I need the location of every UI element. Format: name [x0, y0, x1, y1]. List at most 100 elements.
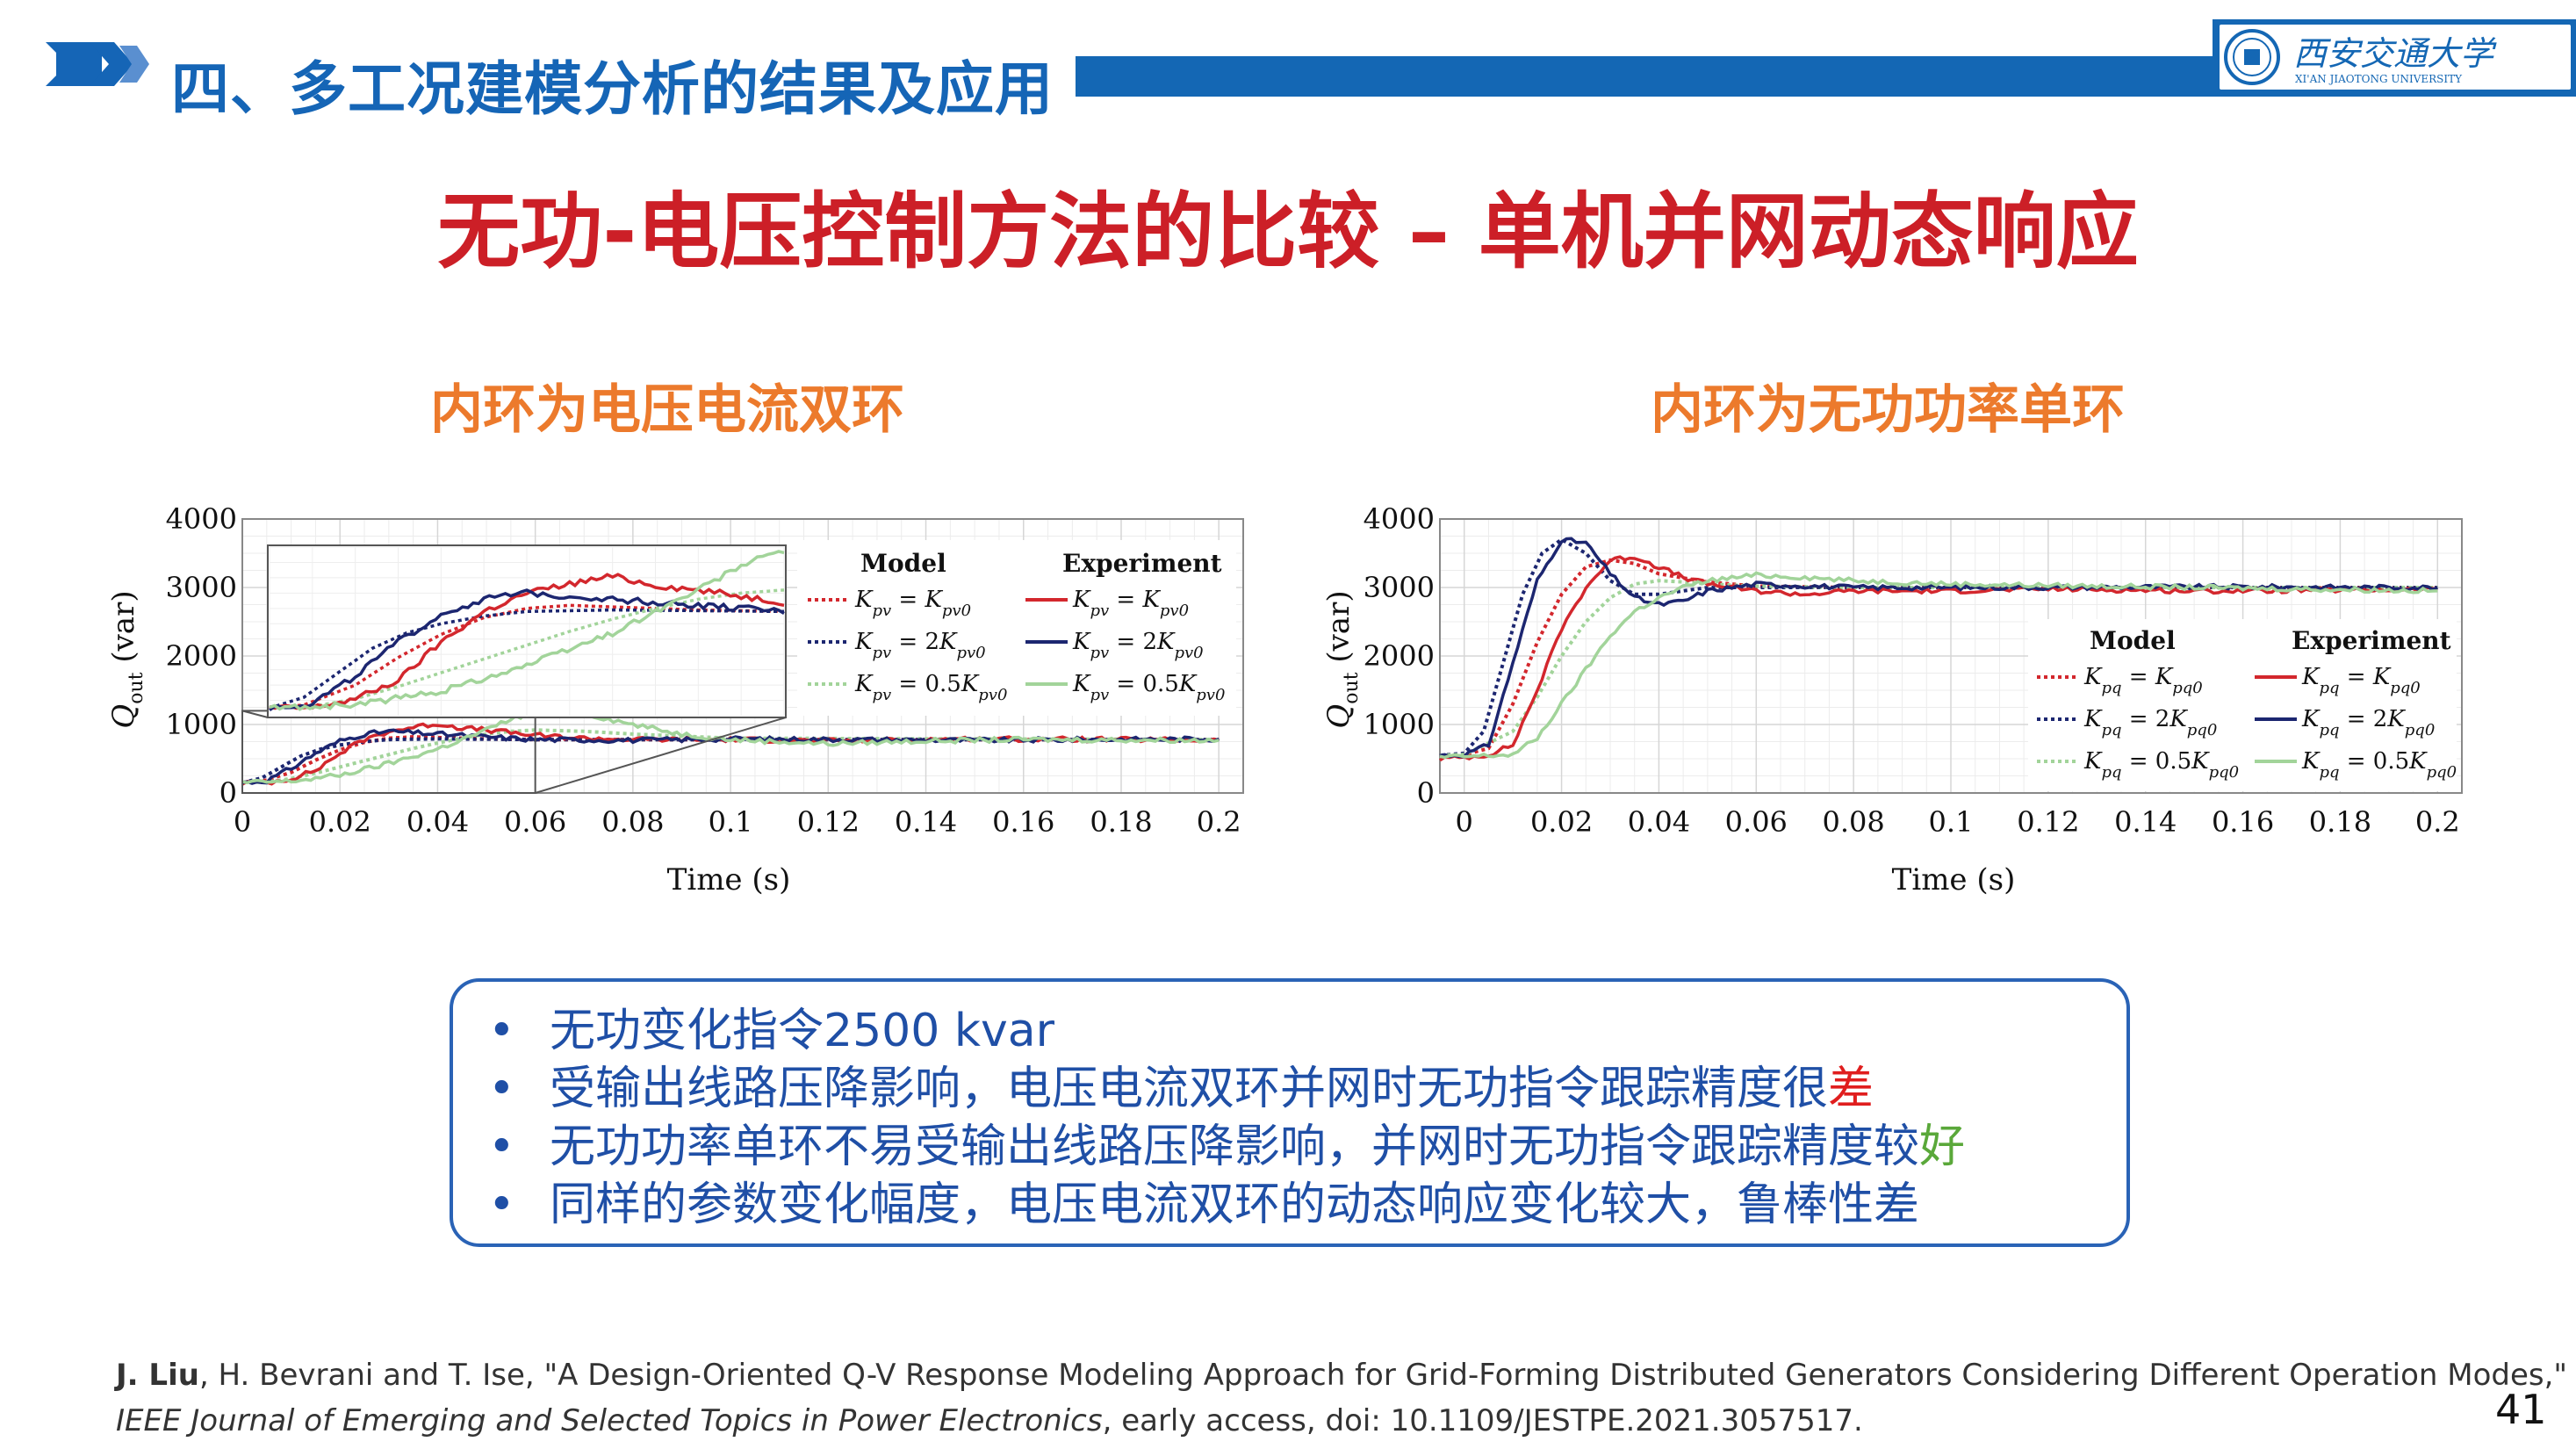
axis-ticks: 0 0.02 0.04 0.06 0.08 0.1 0.12 0.14 0.16 0.18 0.2 0…	[1364, 505, 2460, 839]
x-tick-label: 0.2	[2415, 805, 2460, 839]
legend-label: Kpv = 2Kpv0	[1072, 629, 1204, 662]
x-tick-label: 0	[234, 805, 251, 839]
legend-label: Kpv = Kpv0	[854, 587, 971, 620]
note-text: 受输出线路压降影响，电压电流双环并网时无功指令跟踪精度很	[550, 1063, 1829, 1115]
x-tick-label: 0.06	[1725, 805, 1788, 839]
x-tick-label: 0.02	[309, 805, 371, 839]
x-tick-label: 0.08	[601, 805, 664, 839]
legend: Model Experiment Kpq = Kpq0 Kpq = Kpq0 Kpq =…	[2028, 619, 2457, 791]
x-tick-label: 0.1	[1929, 805, 1974, 839]
y-tick-label: 3000	[166, 571, 237, 604]
y-tick-label: 4000	[1364, 505, 1435, 536]
series-line-experiment-green	[1439, 571, 2438, 760]
note-text: 无功变化指令2500 kvar	[550, 1005, 1054, 1057]
y-tick-label: 2000	[1364, 639, 1435, 673]
x-tick-label: 0.16	[992, 805, 1054, 839]
university-seal-icon: 西安交通大学 XI'AN JIAOTONG UNIVERSITY	[2224, 29, 2497, 85]
y-tick-label: 0	[219, 776, 237, 810]
series-line-model-red	[241, 734, 1220, 785]
x-tick-label: 0	[1456, 805, 1473, 839]
x-tick-label: 0.04	[1628, 805, 1690, 839]
chart-grid	[1440, 518, 2462, 794]
section-arrow-icon	[46, 42, 149, 86]
x-tick-label: 0.14	[895, 805, 957, 839]
logo-text: 西安交通大学	[2293, 34, 2497, 73]
svg-text:Qout (var): Qout (var)	[1321, 590, 1363, 728]
legend-label: Kpv = 0.5Kpv0	[854, 671, 1007, 704]
x-axis-label: Time (s)	[1892, 862, 2016, 897]
x-tick-label: 0.12	[2017, 805, 2079, 839]
x-tick-label: 0.04	[407, 805, 469, 839]
note-item: • 无功变化指令2500 kvar	[488, 1005, 1054, 1057]
series-lines	[1439, 537, 2438, 762]
note-item: • 无功功率单环不易受输出线路压降影响，并网时无功指令跟踪精度较好	[488, 1121, 1965, 1173]
legend-label: Kpq = Kpq0	[2083, 664, 2203, 697]
slide-title: 无功-电压控制方法的比较 – 单机并网动态响应	[437, 184, 2139, 280]
bullet-icon: •	[488, 1063, 515, 1115]
svg-text:Qout (var): Qout (var)	[106, 590, 148, 728]
plot-frame	[241, 518, 1244, 794]
series-line-experiment-navy	[1439, 537, 2438, 759]
left-chart-subtitle: 内环为电压电流双环	[430, 379, 904, 441]
bullet-icon: •	[488, 1005, 515, 1057]
x-tick-label: 0.08	[1823, 805, 1885, 839]
zoom-connector-right	[535, 717, 787, 794]
legend-label: Kpv = 2Kpv0	[854, 629, 986, 662]
legend-background	[2028, 619, 2457, 791]
legend-label: Kpq = Kpq0	[2301, 664, 2421, 697]
axis-ticks: 0 0.02 0.04 0.06 0.08 0.1 0.12 0.14 0.16 0.18 0.2 0…	[166, 505, 1241, 839]
note-highlight: 好	[1919, 1121, 1966, 1173]
y-tick-label: 3000	[1364, 571, 1435, 604]
reference-author: J. Liu	[116, 1358, 199, 1393]
y-tick-label: 4000	[166, 505, 237, 536]
x-tick-label: 0.2	[1197, 805, 1241, 839]
inset-lines	[269, 550, 785, 712]
bullet-icon: •	[488, 1121, 515, 1173]
bullet-icon: •	[488, 1178, 515, 1231]
y-tick-label: 2000	[166, 639, 237, 673]
legend-title-model: Model	[860, 549, 946, 578]
note-item: • 同样的参数变化幅度，电压电流双环的动态响应变化较大，鲁棒性差	[488, 1178, 1919, 1231]
series-lines	[241, 709, 1220, 786]
right-chart: 0 0.02 0.04 0.06 0.08 0.1 0.12 0.14 0.16 0.18 0.2 0…	[1321, 505, 2463, 897]
y-tick-label: 1000	[166, 708, 237, 741]
x-tick-label: 0.14	[2114, 805, 2177, 839]
plot-frame	[1439, 518, 2463, 794]
y-axis-label: Qout (var)	[106, 590, 148, 728]
inset-series-model-red	[269, 603, 785, 710]
inset-grid	[269, 546, 785, 717]
x-tick-label: 0.16	[2212, 805, 2274, 839]
legend-label: Kpq = 2Kpq0	[2301, 706, 2435, 739]
legend-label: Kpq = 0.5Kpq0	[2301, 748, 2457, 782]
y-tick-label: 0	[1417, 776, 1435, 810]
y-axis-label: Qout (var)	[1321, 590, 1363, 728]
notes-box: • 无功变化指令2500 kvar • 受输出线路压降影响，电压电流双环并网时无功指…	[450, 978, 2130, 1247]
x-tick-label: 0.12	[797, 805, 860, 839]
legend-label: Kpv = Kpv0	[1072, 587, 1189, 620]
legend-title-experiment: Experiment	[1062, 549, 1222, 578]
note-item: • 受输出线路压降影响，电压电流双环并网时无功指令跟踪精度很差	[488, 1063, 1874, 1115]
inset-series-experiment-green	[269, 550, 785, 711]
section-title: 四、多工况建模分析的结果及应用	[171, 55, 1054, 123]
legend-title-model: Model	[2090, 626, 2176, 655]
legend-label: Kpv = 0.5Kpv0	[1072, 671, 1225, 704]
reference-line2: , early access, doi: 10.1109/JESTPE.2021…	[1102, 1403, 1863, 1438]
reference-citation: J. Liu, H. Bevrani and T. Ise, "A Design…	[116, 1352, 2567, 1444]
y-tick-label: 1000	[1364, 708, 1435, 741]
legend: Model Experiment Kpv = Kpv0 Kpv = Kpv0 Kpv =…	[797, 540, 1236, 716]
x-tick-label: 0.1	[709, 805, 753, 839]
x-tick-label: 0.18	[2309, 805, 2371, 839]
x-tick-label: 0.02	[1530, 805, 1593, 839]
reference-line1: , H. Bevrani and T. Ise, "A Design-Orien…	[198, 1358, 2568, 1393]
reference-journal: IEEE Journal of Emerging and Selected To…	[116, 1403, 1103, 1438]
x-axis-label: Time (s)	[667, 862, 791, 897]
legend-label: Kpq = 0.5Kpq0	[2083, 748, 2239, 782]
x-tick-label: 0.06	[504, 805, 566, 839]
legend-background	[797, 540, 1236, 716]
legend-label: Kpq = 2Kpq0	[2083, 706, 2217, 739]
left-chart: 0 0.02 0.04 0.06 0.08 0.1 0.12 0.14 0.16 0.18 0.2 0…	[106, 505, 1244, 897]
university-logo: 西安交通大学 XI'AN JIAOTONG UNIVERSITY	[2220, 25, 2571, 90]
logo-subtext: XI'AN JIAOTONG UNIVERSITY	[2295, 73, 2463, 85]
page-number: 41	[2495, 1386, 2547, 1433]
x-tick-label: 0.18	[1090, 805, 1152, 839]
